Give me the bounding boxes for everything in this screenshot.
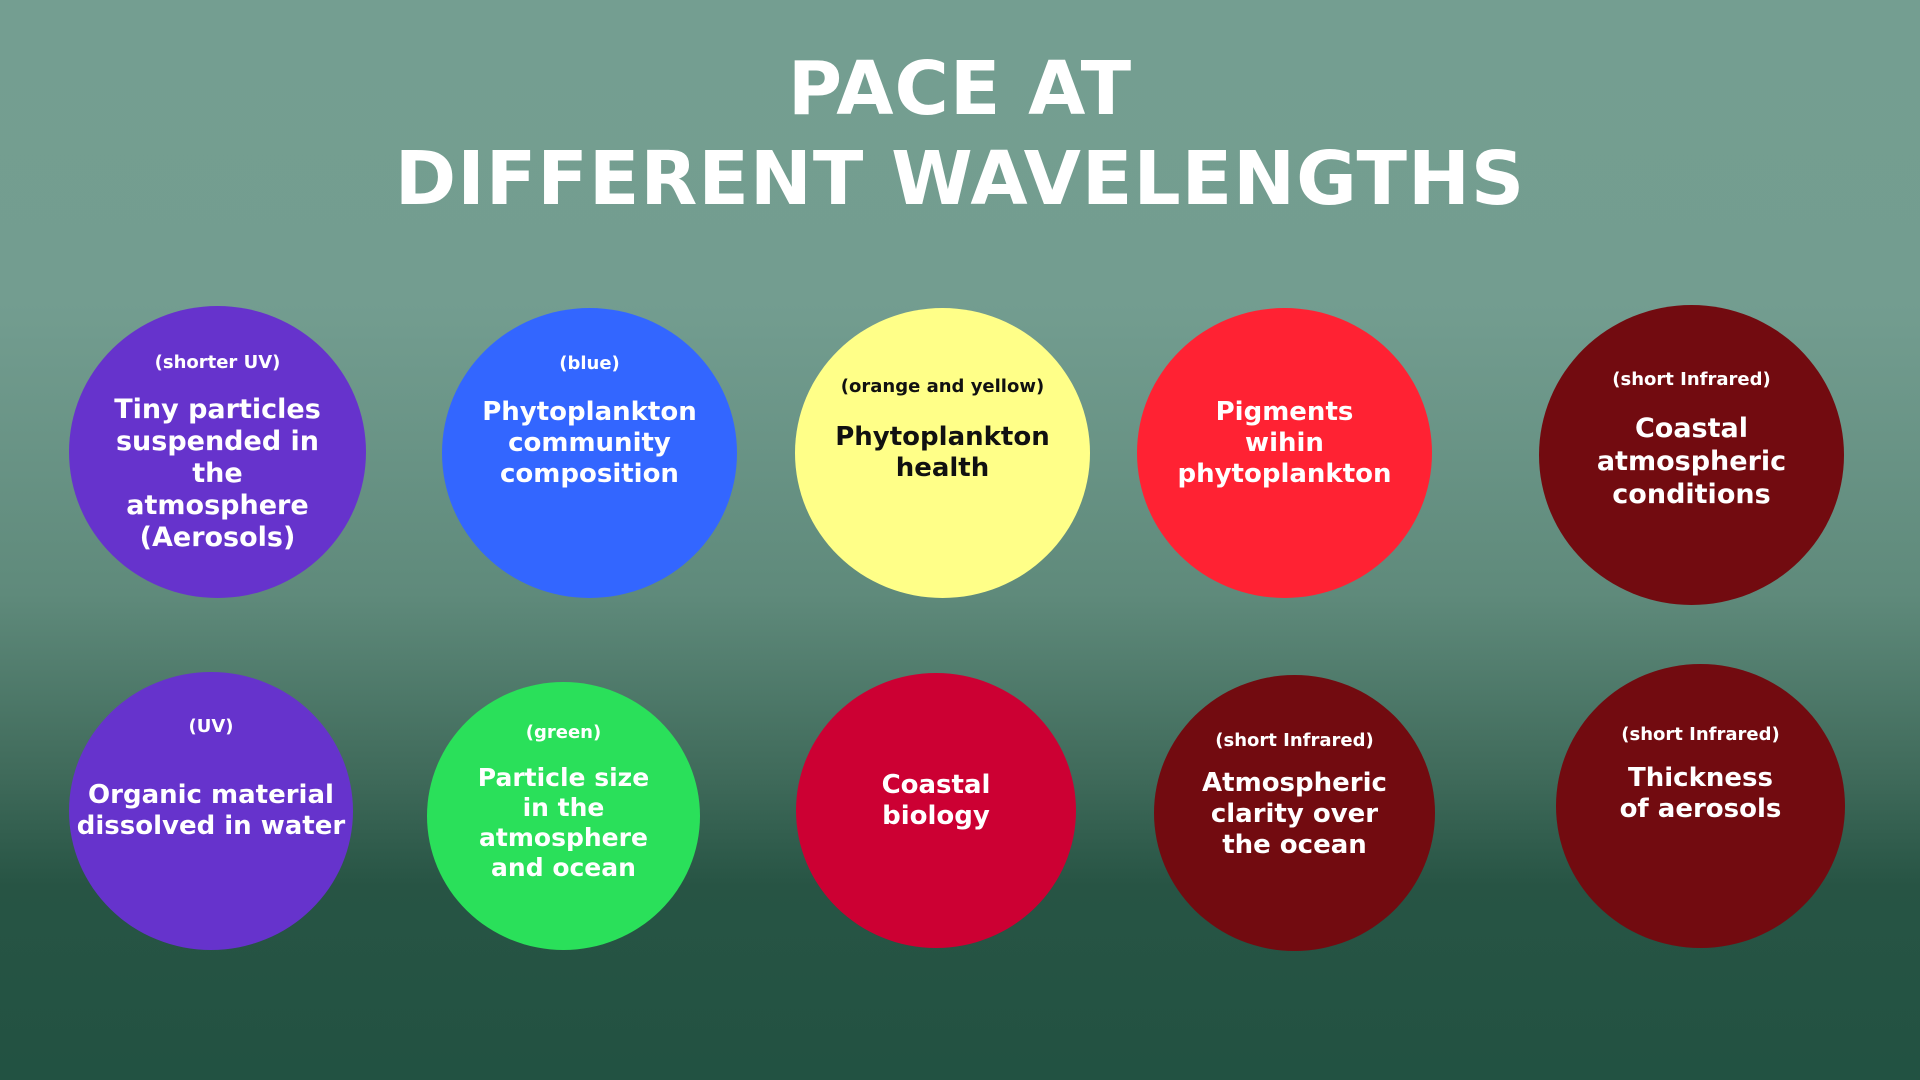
bubble-tag: (short Infrared) xyxy=(1621,724,1780,745)
title-line-2: DIFFERENT WAVELENGTHS xyxy=(394,136,1526,222)
bubble-tag: (orange and yellow) xyxy=(840,376,1045,397)
bubble-tag: (green) xyxy=(525,722,602,743)
bubble-tag: (short Infrared) xyxy=(1612,369,1771,390)
bubble-coastal-biology: Coastal biology xyxy=(796,673,1076,948)
bubble-short-infrared-atmospheric-clarity: (short Infrared) Atmospheric clarity ove… xyxy=(1154,675,1435,951)
bubble-label: Coastal atmospheric conditions xyxy=(1596,413,1787,510)
bubble-orange-yellow-health: (orange and yellow) Phytoplankton health xyxy=(795,308,1090,598)
page-title: PACE AT DIFFERENT WAVELENGTHS xyxy=(0,44,1920,224)
bubble-label: Phytoplankton community composition xyxy=(482,397,697,489)
bubble-short-infrared-aerosol-thickness: (short Infrared) Thickness of aerosols xyxy=(1556,664,1845,948)
bubble-tag: (blue) xyxy=(559,353,620,374)
bubble-label: Particle size in the atmosphere and ocea… xyxy=(477,763,650,882)
bubble-tag: (short Infrared) xyxy=(1215,730,1374,751)
bubble-label: Atmospheric clarity over the ocean xyxy=(1202,768,1387,860)
bubble-label: Thickness of aerosols xyxy=(1619,763,1782,824)
bubble-tag: (shorter UV) xyxy=(154,352,281,373)
title-line-1: PACE AT xyxy=(787,46,1133,132)
bubble-tag: (UV) xyxy=(188,716,234,737)
bubble-green-particle-size: (green) Particle size in the atmosphere … xyxy=(427,682,700,950)
bubble-short-infrared-coastal-conditions: (short Infrared) Coastal atmospheric con… xyxy=(1539,305,1844,605)
bubble-uv-organic-material: (UV) Organic material dissolved in water xyxy=(69,672,353,950)
bubble-label: Organic material dissolved in water xyxy=(76,780,346,841)
bubble-label: Pigments wihin phytoplankton xyxy=(1177,397,1392,489)
bubble-blue-community-composition: (blue) Phytoplankton community compositi… xyxy=(442,308,737,598)
bubble-shorter-uv-aerosols: (shorter UV) Tiny particles suspended in… xyxy=(69,306,366,598)
bubble-label: Phytoplankton health xyxy=(835,422,1050,483)
bubble-label: Coastal biology xyxy=(881,770,991,831)
bubble-pigments: Pigments wihin phytoplankton xyxy=(1137,308,1432,598)
bubble-label: Tiny particles suspended in the atmosphe… xyxy=(114,394,321,553)
